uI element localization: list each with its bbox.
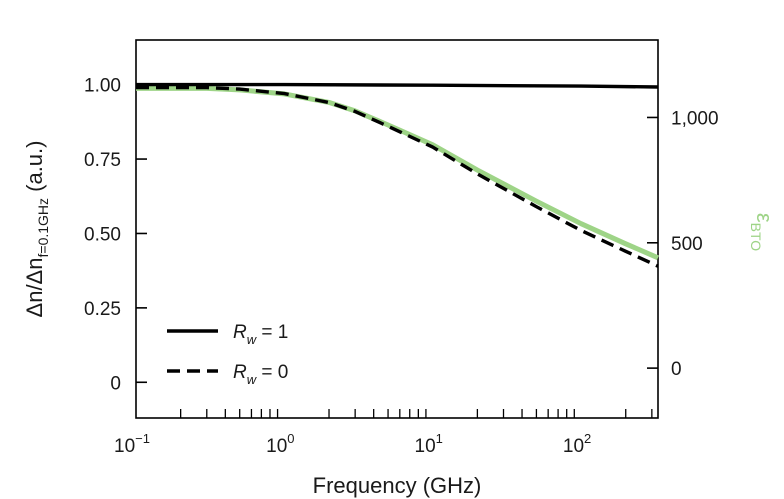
legend-subscript: w [247,372,258,387]
series-layer [136,82,659,268]
x-tick-exponent: 1 [436,431,443,446]
x-tick-label-1: 100 [266,431,294,457]
plot-frame [135,39,659,419]
x-tick-label-2: 101 [415,431,443,457]
y-axis-left: 1.00 0.75 0.50 0.25 0 [84,76,147,394]
x-tick-base: 10 [415,436,436,457]
x-tick-base: 10 [563,436,584,457]
legend-label-0: Rw = 1 [233,322,288,347]
y-axis-left-title-unit: (a.u.) [22,141,47,198]
series-line-0 [136,82,659,89]
y-axis-right-title: εBTO [748,213,777,251]
y-axis-right-title-main: ε [752,213,777,223]
legend-value: = 1 [256,322,288,343]
y-right-tick-label-0: 1,000 [671,108,719,129]
x-tick-exponent: 0 [287,431,294,446]
y-axis-left-title-main: Δn/Δn [22,258,47,318]
y-axis-left-title: Δn/Δnf=0.1GHz (a.u.) [22,141,51,318]
y-left-tick-label-1: 0.75 [84,150,121,171]
legend-subscript: w [247,332,258,347]
series-line-1 [136,85,659,268]
x-tick-label-3: 102 [563,431,591,457]
y-left-tick-label-4: 0 [110,373,121,394]
y-axis-right-title-sub: BTO [748,223,764,252]
y-axis-left-title-sub: f=0.1GHz [35,198,51,258]
legend-label-1: Rw = 0 [233,362,288,387]
x-axis: 10−1 100 101 102 [114,409,653,457]
y-right-tick-label-1: 500 [671,234,703,255]
y-right-tick-label-2: 0 [671,359,682,380]
x-axis-title: Frequency (GHz) [313,473,482,498]
legend-symbol: R [233,362,247,383]
legend-symbol: R [233,322,247,343]
x-tick-label-0: 10−1 [114,431,150,457]
legend: Rw = 1Rw = 0 [167,322,288,387]
x-tick-base: 10 [114,436,135,457]
y-axis-right: 1,000 500 0 [647,108,719,380]
x-tick-exponent: 2 [584,431,591,446]
legend-value: = 0 [256,362,288,383]
y-left-tick-label-2: 0.50 [84,224,121,245]
plot-frame-border [135,39,659,419]
y-left-tick-label-3: 0.25 [84,299,121,320]
x-tick-base: 10 [266,436,287,457]
x-tick-exponent: −1 [135,431,150,446]
y-left-tick-label-0: 1.00 [84,76,121,97]
series-line-2 [136,85,659,261]
